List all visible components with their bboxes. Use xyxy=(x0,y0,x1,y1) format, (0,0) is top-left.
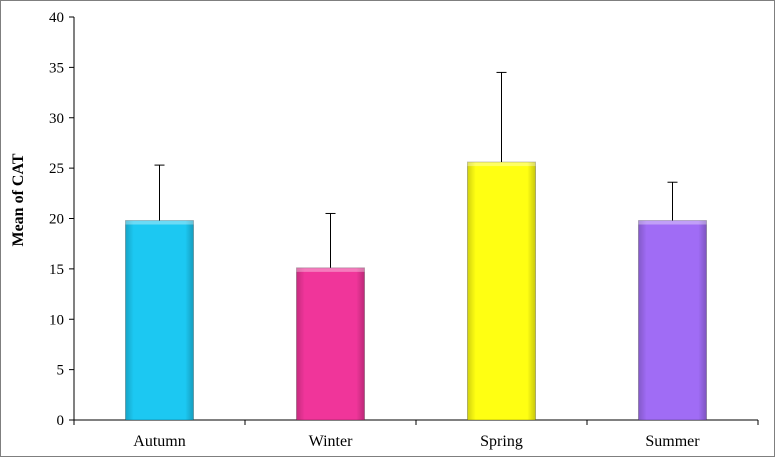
bar-shade xyxy=(467,162,536,420)
x-tick-label: Winter xyxy=(309,433,353,450)
bar-top-bevel xyxy=(125,220,194,225)
y-tick-label: 35 xyxy=(49,60,64,76)
y-tick-label: 10 xyxy=(49,312,64,328)
bar-shade xyxy=(125,220,194,420)
y-tick-label: 0 xyxy=(57,413,65,429)
y-tick-label: 15 xyxy=(49,262,64,278)
bar-top-bevel xyxy=(638,220,707,225)
bar-top-bevel xyxy=(467,162,536,167)
bar-top-bevel xyxy=(296,267,365,272)
y-tick-label: 40 xyxy=(49,10,64,26)
y-axis-title: Mean of CAT xyxy=(10,153,27,246)
bar-shade xyxy=(638,220,707,420)
y-tick-label: 25 xyxy=(49,161,64,177)
x-tick-label: Summer xyxy=(645,433,700,450)
y-tick-label: 30 xyxy=(49,111,64,127)
bar-shade xyxy=(296,267,365,420)
y-tick-label: 5 xyxy=(57,363,65,379)
plot-area: 0 5 10 15 20 25 30 35 40 Autumn Winter Spring Summer xyxy=(49,10,759,450)
x-tick-label: Spring xyxy=(480,433,523,450)
x-tick-label: Autumn xyxy=(133,433,185,450)
y-tick-label: 20 xyxy=(49,212,64,228)
